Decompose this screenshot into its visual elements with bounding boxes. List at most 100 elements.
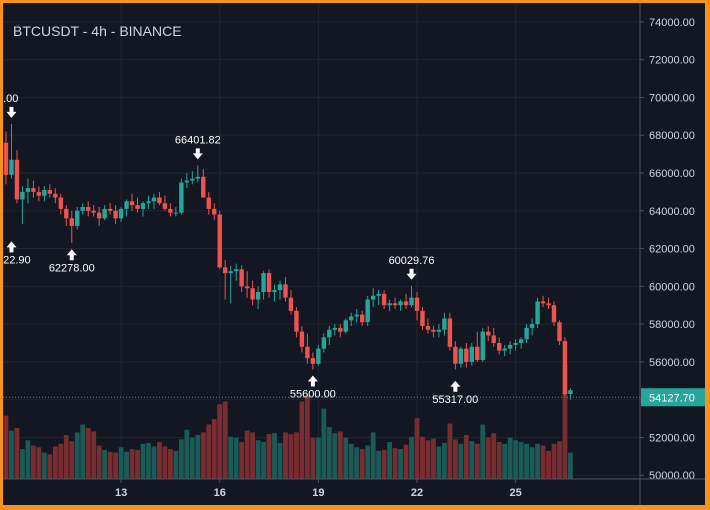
volume-bar bbox=[162, 446, 168, 479]
volume-bar bbox=[343, 437, 349, 479]
time-axis[interactable]: 13 16 19 22 25 bbox=[3, 478, 705, 499]
candle bbox=[173, 207, 179, 217]
volume-bar bbox=[91, 431, 97, 479]
candle bbox=[168, 203, 173, 217]
candle-body bbox=[217, 214, 222, 268]
candle bbox=[310, 352, 316, 370]
candle-body bbox=[42, 190, 47, 196]
candle-body bbox=[409, 297, 414, 306]
volume-bar bbox=[36, 447, 42, 479]
volume-bar bbox=[261, 442, 266, 479]
volume-bar bbox=[332, 433, 338, 479]
candle bbox=[469, 343, 474, 366]
candle-body bbox=[551, 305, 557, 323]
candle-body bbox=[447, 318, 453, 347]
volume-bar bbox=[315, 437, 321, 479]
candle bbox=[425, 318, 431, 334]
volume-bar bbox=[228, 436, 234, 479]
volume-bar bbox=[69, 441, 75, 479]
candle bbox=[255, 286, 261, 309]
candle bbox=[458, 346, 464, 368]
extremum-label: 0.00 bbox=[3, 93, 18, 105]
candle-body bbox=[557, 322, 562, 342]
candle bbox=[228, 265, 233, 304]
candle bbox=[436, 324, 442, 338]
candle-body bbox=[354, 314, 359, 317]
candle-body bbox=[524, 327, 529, 340]
x-tick-label: 25 bbox=[510, 487, 522, 499]
candle-body bbox=[168, 208, 173, 213]
candle-body bbox=[3, 142, 9, 175]
candle bbox=[151, 193, 157, 209]
candle-body bbox=[562, 341, 568, 394]
candle-body bbox=[288, 297, 294, 311]
candle-body bbox=[250, 288, 255, 300]
candle-body bbox=[53, 193, 58, 198]
extremum-label: 66401.82 bbox=[175, 134, 221, 146]
volume-bar bbox=[414, 418, 420, 479]
candle bbox=[58, 193, 63, 215]
candle bbox=[551, 301, 557, 326]
candle bbox=[25, 178, 31, 204]
candle bbox=[223, 259, 228, 300]
candle bbox=[464, 343, 469, 368]
candle-body bbox=[305, 346, 310, 359]
candle-body bbox=[58, 197, 63, 209]
candle-body bbox=[151, 197, 157, 202]
candle bbox=[475, 331, 480, 362]
candle-body bbox=[201, 176, 206, 198]
candlestick-chart[interactable]: 322.90 62278.00 66401.82 55600.00 60029.76 55… bbox=[3, 3, 705, 505]
candle-body bbox=[14, 159, 20, 200]
volume-bar bbox=[52, 446, 58, 479]
candle-body bbox=[69, 218, 74, 226]
candle bbox=[507, 341, 513, 355]
candle bbox=[283, 276, 288, 302]
candle bbox=[529, 318, 535, 336]
candle bbox=[272, 284, 277, 302]
candle bbox=[491, 327, 496, 347]
candle bbox=[414, 292, 420, 321]
y-tick-label: 56000.00 bbox=[649, 357, 695, 369]
candle-body bbox=[107, 208, 113, 211]
y-tick-label: 66000.00 bbox=[649, 168, 695, 180]
y-tick-label: 52000.00 bbox=[649, 432, 695, 444]
candle-body bbox=[184, 180, 190, 183]
volume-bar bbox=[239, 442, 245, 479]
candle-body bbox=[233, 269, 239, 272]
candle-body bbox=[140, 203, 146, 209]
candle bbox=[327, 326, 332, 345]
candle bbox=[233, 263, 239, 281]
candle-body bbox=[195, 176, 200, 179]
candle bbox=[135, 197, 140, 213]
extremum-label: 60029.76 bbox=[389, 255, 435, 267]
y-tick-label: 60000.00 bbox=[649, 281, 695, 293]
candle-body bbox=[546, 303, 551, 306]
candle-body bbox=[31, 188, 36, 192]
candle-body bbox=[36, 191, 42, 196]
candle bbox=[69, 210, 74, 243]
candle bbox=[431, 326, 436, 338]
candle-body bbox=[360, 314, 365, 323]
candle-body bbox=[475, 346, 480, 360]
volume-bar bbox=[524, 443, 529, 479]
volume-bar bbox=[189, 437, 195, 479]
candle-body bbox=[96, 212, 102, 219]
extremum-annotation: 66401.82 bbox=[175, 134, 221, 160]
grid-lines bbox=[3, 3, 640, 479]
candle bbox=[179, 178, 184, 215]
volume-bar bbox=[447, 423, 453, 479]
volume-bar bbox=[129, 449, 135, 479]
price-axis[interactable]: 74000.00 72000.00 70000.00 68000.00 66000.00… bbox=[639, 3, 695, 505]
candle-body bbox=[299, 331, 305, 347]
candle bbox=[162, 195, 168, 211]
x-tick-label: 13 bbox=[115, 487, 127, 499]
candle-body bbox=[535, 301, 540, 325]
volume-bar bbox=[168, 449, 173, 479]
candle bbox=[3, 131, 9, 185]
candle-body bbox=[190, 178, 195, 181]
candle bbox=[568, 388, 573, 400]
volume-bar bbox=[58, 443, 64, 479]
candle bbox=[376, 290, 381, 306]
candle-body bbox=[381, 293, 387, 306]
candle-body bbox=[91, 210, 96, 213]
